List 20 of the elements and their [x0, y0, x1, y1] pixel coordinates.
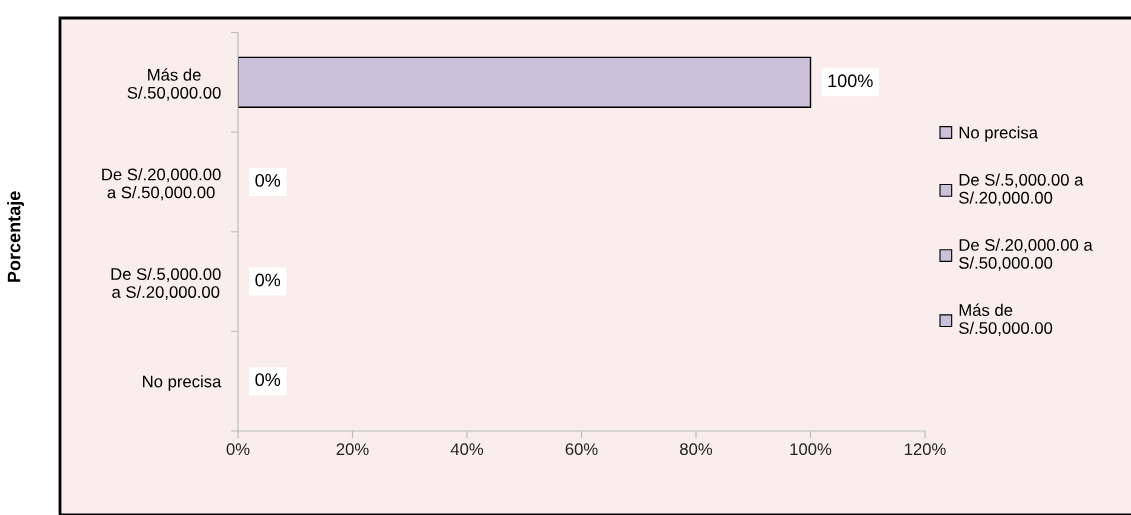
data-label: 100%: [828, 74, 873, 88]
y-tick-label: No precisa: [143, 375, 222, 391]
legend-label: De S/.20,000.00 a S/.50,000.00: [959, 238, 1093, 271]
data-label: 0%: [255, 273, 281, 287]
x-tick-label: 120%: [904, 443, 946, 456]
legend-label: De S/.5,000.00 a S/.20,000.00: [959, 173, 1084, 206]
y-tick-label: De S/.20,000.00 a S/.50,000.00: [102, 168, 221, 201]
x-tick-label: 20%: [336, 443, 369, 456]
y-tick-label: De S/.5,000.00 a S/.20,000.00: [111, 267, 221, 300]
x-tick-label: 80%: [680, 443, 713, 456]
legend-label: No precisa: [959, 126, 1038, 142]
x-tick-label: 40%: [450, 443, 484, 456]
y-axis-title: Porcentaje: [7, 191, 24, 282]
data-label: 0%: [255, 373, 281, 387]
y-tick-label: Más de S/.50,000.00: [127, 68, 221, 101]
data-label: 0%: [255, 174, 281, 187]
x-tick-label: 0%: [226, 443, 250, 456]
x-tick-label: 100%: [790, 443, 832, 456]
x-tick-label: 60%: [565, 443, 598, 456]
legend-label: Más de S/.50,000.00: [959, 303, 1053, 336]
